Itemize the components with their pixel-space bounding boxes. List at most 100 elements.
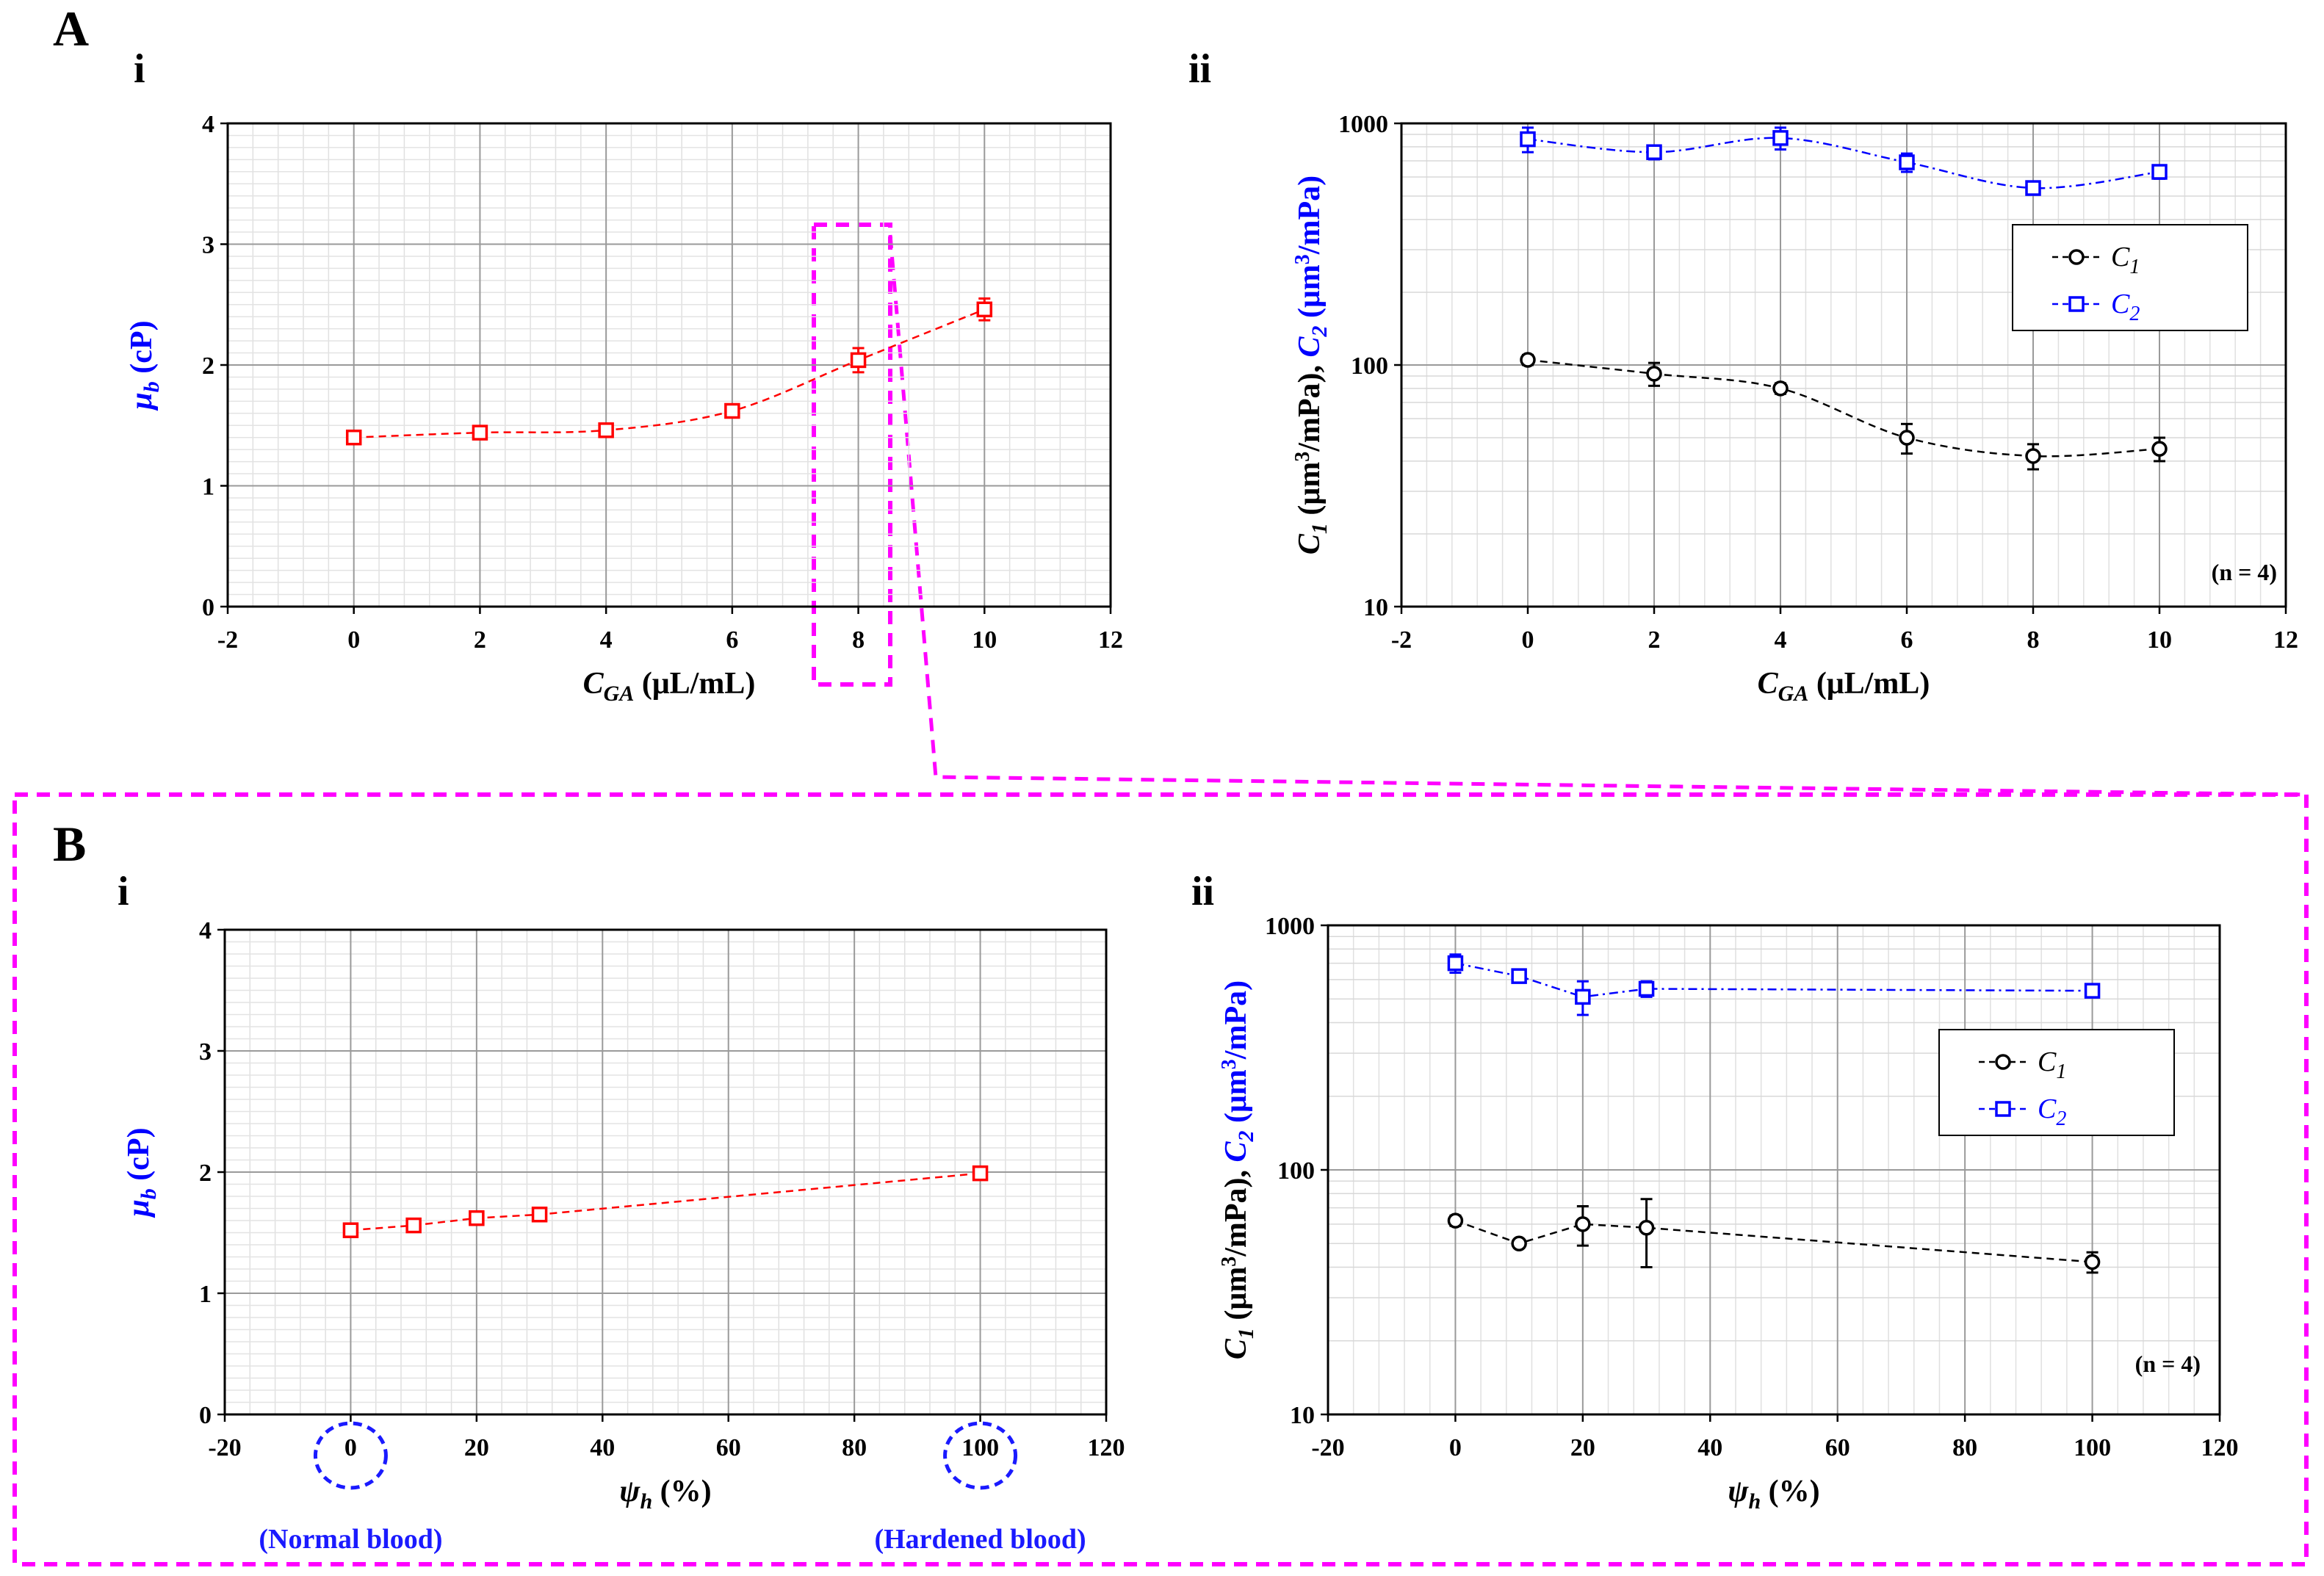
x-axis-title-symbol: ψ [619, 1475, 640, 1508]
data-point-C2 [2151, 164, 2168, 180]
data-point-C1 [2151, 441, 2168, 457]
panel-label-a: A [53, 1, 89, 57]
data-point-μb [345, 429, 362, 446]
y-axis-title-part: 1 [1234, 1328, 1258, 1339]
y-tick-label: 2 [199, 1160, 212, 1187]
data-point-C2 [1447, 955, 1464, 972]
data-point-C1 [1638, 1220, 1655, 1236]
legend-marker [2068, 249, 2085, 265]
data-point-μb [469, 1210, 485, 1226]
y-tick-label: 10 [1363, 594, 1388, 621]
y-tick-label: 10 [1290, 1402, 1315, 1429]
data-point-C2 [1520, 131, 1536, 148]
plot-frame [1400, 122, 2287, 608]
x-axis-title-unit: (μL/mL) [1808, 667, 1930, 701]
x-tick-label: 40 [590, 1434, 615, 1461]
x-tick-label: 0 [1522, 626, 1534, 654]
x-tick-label: 4 [600, 626, 613, 654]
data-point-C1 [1899, 430, 1915, 446]
y-axis-title-symbol: μ [122, 1199, 156, 1218]
data-point-C2 [2025, 180, 2041, 196]
y-axis-title-part: 3 [1291, 452, 1314, 462]
y-axis-title-part: 1 [1307, 523, 1332, 534]
panel-b-sub-i: i [118, 869, 129, 914]
y-tick-label: 3 [199, 1038, 212, 1066]
data-point-C2 [1638, 980, 1655, 997]
x-tick-label: 60 [716, 1434, 741, 1461]
data-point-μb [850, 352, 867, 369]
legend-box [1938, 1029, 2175, 1136]
data-point-μb [531, 1207, 548, 1223]
y-tick-label: 2 [202, 353, 214, 380]
panel-a-sub-i: i [134, 46, 145, 92]
data-point-μb [598, 422, 614, 438]
x-tick-label: 6 [726, 626, 738, 654]
y-axis-title-subscript: b [140, 381, 164, 392]
x-tick-label: 6 [1901, 626, 1913, 654]
legend-label-base: C [2038, 1094, 2057, 1124]
x-tick-label: 20 [464, 1434, 489, 1461]
y-axis-title-unit: (cP) [125, 320, 159, 381]
y-axis-title-symbol: μ [125, 392, 159, 411]
legend-label-subscript: 2 [2129, 303, 2140, 325]
panel-label-b: B [53, 816, 86, 872]
data-point-C2 [1511, 968, 1527, 984]
x-axis-title: CGA (μL/mL) [1758, 667, 1930, 706]
y-axis-title-part: C [1219, 1338, 1253, 1359]
x-axis-title-unit: (%) [1761, 1475, 1819, 1508]
y-axis-title-part: /mPa), [1219, 1163, 1253, 1257]
x-tick-label: 12 [2273, 626, 2298, 654]
x-axis-title-symbol: C [1758, 667, 1779, 701]
x-axis-title-subscript: h [1748, 1489, 1761, 1514]
annotation-label: (Hardened blood) [874, 1524, 1086, 1555]
x-tick-label: 80 [1952, 1434, 1977, 1461]
x-tick-label: 0 [1449, 1434, 1462, 1461]
zoom-connector [888, 234, 2307, 797]
y-tick-label: 0 [199, 1402, 212, 1429]
data-point-C1 [1772, 380, 1789, 397]
x-axis-title-unit: (%) [652, 1475, 711, 1508]
y-tick-label: 1 [202, 474, 214, 501]
x-tick-label: 120 [1088, 1434, 1125, 1461]
x-tick-label: 2 [1648, 626, 1661, 654]
legend-label: C1 [2038, 1047, 2066, 1083]
sample-size-note: (n = 4) [2212, 559, 2277, 585]
x-tick-label: 60 [1825, 1434, 1850, 1461]
legend-box [2012, 224, 2248, 331]
y-axis-title-part: /mPa) [1293, 176, 1327, 255]
x-tick-label: 2 [474, 626, 486, 654]
y-axis-title-unit: (cP) [122, 1127, 156, 1188]
data-point-μb [405, 1217, 422, 1234]
y-axis-title: C1 (μm3/mPa), C2 (μm3/mPa) [1291, 176, 1332, 554]
x-axis-title-symbol: C [583, 667, 605, 701]
chart-b-i: -20 0 20 40 60 80 100 120 0 1 2 3 4 ψh (%) μb (cP) (Nor… [122, 917, 1125, 1555]
data-point-C1 [1447, 1212, 1464, 1229]
y-axis-title-part: (μm [1219, 1267, 1253, 1328]
x-tick-label: 40 [1697, 1434, 1722, 1461]
legend-label: C1 [2111, 242, 2140, 278]
legend-label-base: C [2111, 242, 2130, 272]
series-line-C1 [1527, 358, 2160, 458]
x-tick-label: 20 [1570, 1434, 1595, 1461]
y-axis-title: μb (cP) [122, 1127, 161, 1218]
legend-label-base: C [2038, 1047, 2057, 1077]
data-point-C1 [1575, 1216, 1591, 1232]
series-line-C2 [1527, 137, 2160, 189]
y-tick-label: 3 [202, 232, 214, 259]
legend-label: C2 [2038, 1094, 2066, 1130]
series-line-μb [350, 1172, 981, 1232]
legend-marker [2068, 296, 2085, 312]
y-axis-title-part: C [1219, 1141, 1253, 1163]
x-axis-title-symbol: ψ [1728, 1475, 1749, 1508]
legend-marker [1995, 1101, 2011, 1117]
x-tick-label: 120 [2201, 1434, 2239, 1461]
y-axis-title-part: 3 [1218, 1257, 1241, 1267]
x-tick-label: 0 [344, 1434, 357, 1461]
y-axis-title-part: C [1293, 336, 1327, 358]
data-point-C2 [1899, 154, 1915, 170]
data-point-μb [342, 1222, 359, 1238]
x-axis-title: CGA (μL/mL) [583, 667, 756, 706]
highlight-circle [943, 1421, 1018, 1490]
y-axis-title-subscript: b [137, 1188, 161, 1199]
